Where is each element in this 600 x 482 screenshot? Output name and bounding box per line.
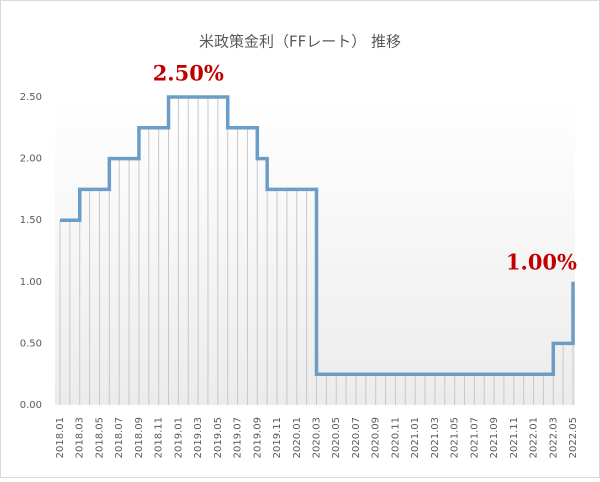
x-tick-label: 2022.03 [548, 417, 559, 458]
x-tick-label: 2020.03 [312, 417, 323, 458]
x-tick-label: 2018.03 [75, 417, 86, 458]
x-tick-label: 2021.05 [450, 417, 461, 458]
x-tick-label: 2018.07 [114, 417, 125, 458]
x-tick-label: 2021.07 [469, 417, 480, 458]
y-tick-label: 2.00 [20, 154, 42, 165]
x-tick-label: 2022.01 [529, 417, 540, 458]
value-label: 1.00% [506, 249, 577, 274]
x-tick-label: 2018.09 [134, 417, 145, 458]
x-tick-label: 2020.01 [292, 417, 303, 458]
x-tick-label: 2018.05 [94, 417, 105, 458]
x-tick-label: 2020.09 [371, 417, 382, 458]
x-tick-label: 2020.07 [351, 417, 362, 458]
x-tick-label: 2019.03 [193, 417, 204, 458]
x-tick-label: 2021.01 [410, 417, 421, 458]
y-tick-label: 1.00 [20, 277, 42, 288]
y-tick-label: 0.50 [20, 338, 42, 349]
x-tick-label: 2019.01 [173, 417, 184, 458]
chart-title: 米政策金利（FFレート） 推移 [199, 33, 401, 51]
x-tick-label: 2020.11 [390, 417, 401, 458]
x-tick-label: 2021.09 [489, 417, 500, 458]
x-tick-label: 2019.05 [213, 417, 224, 458]
x-tick-label: 2020.05 [331, 417, 342, 458]
x-tick-label: 2018.11 [154, 417, 165, 458]
x-tick-label: 2021.03 [430, 417, 441, 458]
x-tick-label: 2018.01 [55, 417, 66, 458]
y-tick-label: 2.50 [20, 92, 42, 103]
x-tick-label: 2019.09 [252, 417, 263, 458]
y-tick-label: 0.00 [20, 400, 42, 411]
x-tick-label: 2019.07 [233, 417, 244, 458]
value-label: 2.50% [153, 61, 224, 86]
x-tick-label: 2022.05 [568, 417, 579, 458]
x-tick-label: 2019.11 [272, 417, 283, 458]
x-tick-label: 2021.11 [509, 417, 520, 458]
y-tick-label: 1.50 [20, 215, 42, 226]
rate-line [60, 95, 575, 376]
